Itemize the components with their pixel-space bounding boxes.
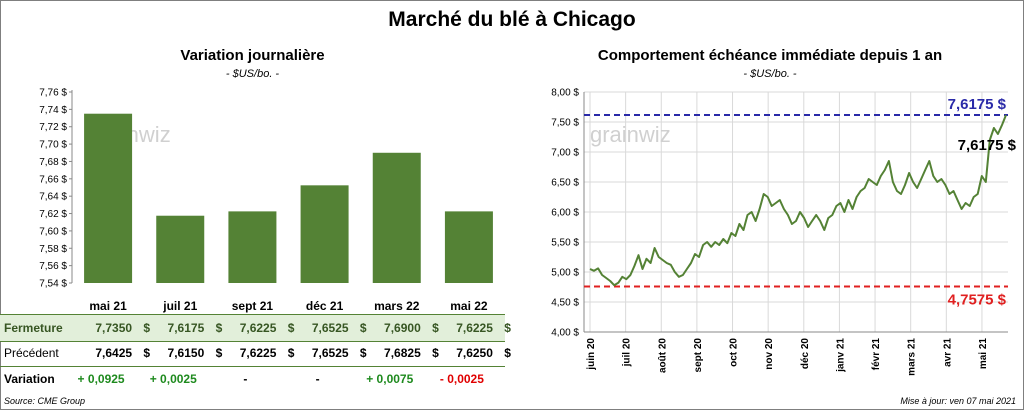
last-price-label: 7,6175 $: [958, 137, 1017, 154]
row-label: Fermeture: [4, 321, 63, 335]
line-y-tick-label: 6,50 $: [551, 178, 579, 189]
price-line: [589, 114, 1007, 287]
table-cell: + 0,0925: [77, 372, 125, 386]
line-x-tick-label: janv 21: [835, 338, 846, 373]
table-column-header: mai 21: [89, 299, 127, 313]
line-y-tick-label: 5,00 $: [551, 268, 579, 279]
table-cell: 7,6225 $: [456, 321, 511, 335]
table-cell: + 0,0025: [149, 372, 197, 386]
line-x-tick-label: nov 20: [764, 338, 775, 370]
line-x-tick-label: mars 21: [907, 338, 918, 376]
bar-y-tick-label: 7,68 $: [39, 157, 67, 168]
table-cell: 7,6250 $: [456, 346, 511, 360]
table-cell: 7,6150 $: [167, 346, 223, 360]
bar-y-tick-label: 7,66 $: [39, 174, 67, 185]
line-y-tick-label: 6,00 $: [551, 208, 579, 219]
line-y-tick-label: 7,00 $: [551, 148, 579, 159]
line-x-tick-label: févr 21: [871, 338, 882, 371]
bar-y-tick-label: 7,72 $: [39, 122, 67, 133]
table-cell: 7,6225 $: [239, 346, 295, 360]
bar-y-tick-label: 7,60 $: [39, 226, 67, 237]
line-x-tick-label: oct 20: [729, 338, 740, 367]
bar-y-tick-label: 7,56 $: [39, 261, 67, 272]
high-label: 7,6175 $: [948, 96, 1007, 113]
update-note: Mise à jour: ven 07 mai 2021: [900, 396, 1016, 406]
line-x-tick-label: avr 21: [942, 338, 953, 367]
table-cell: 7,6425 $: [95, 346, 151, 360]
bar-mai-21: [84, 113, 133, 283]
daily-variation-title: Variation journalière: [180, 47, 325, 64]
line-y-tick-label: 5,50 $: [551, 238, 579, 249]
bar-y-tick-label: 7,74 $: [39, 105, 67, 116]
table-cell: -: [315, 372, 320, 386]
bar-mars-22: [372, 152, 421, 283]
table-row: Précédent 7,6425 $ 7,6150 $ 7,6225 $ 7,6525 $ 7,6…: [0, 340, 511, 367]
table-cell: 7,6825 $: [384, 346, 439, 360]
one-year-unit: - $US/bo. -: [743, 68, 797, 80]
table-cell: 7,6175 $: [167, 321, 223, 335]
line-y-tick-label: 7,50 $: [551, 118, 579, 129]
table-cell: 7,6900 $: [384, 321, 439, 335]
table-cell: 7,6525 $: [311, 346, 367, 360]
bar-y-tick-label: 7,64 $: [39, 192, 67, 203]
table-cell: 7,6225 $: [239, 321, 295, 335]
table-row: Variation + 0,0925 + 0,0025 - - + 0,0075 - 0,0…: [0, 366, 505, 392]
bar-y-tick-label: 7,54 $: [39, 279, 67, 290]
bar-juil-21: [156, 215, 205, 283]
table-cell: 7,7350 $: [95, 321, 151, 335]
line-x-tick-label: juil 20: [622, 338, 633, 368]
bar-sept-21: [228, 211, 277, 283]
watermark-logo: grainwiz: [590, 122, 671, 147]
bar-y-tick-label: 7,62 $: [39, 209, 67, 220]
line-x-tick-label: juin 20: [586, 338, 597, 371]
table-cell: 7,6525 $: [311, 321, 367, 335]
line-y-tick-label: 4,50 $: [551, 298, 579, 309]
table-column-header: déc 21: [305, 299, 344, 313]
table-column-header: sept 21: [231, 299, 274, 313]
one-year-title: Comportement échéance immédiate depuis 1…: [597, 47, 943, 64]
bar-y-tick-label: 7,70 $: [39, 140, 67, 151]
table-column-header: juil 21: [163, 299, 198, 313]
table-column-header: mars 22: [374, 299, 420, 313]
line-x-tick-label: août 20: [657, 338, 668, 373]
line-y-tick-label: 4,00 $: [551, 328, 579, 339]
table-cell: + 0,0075: [366, 372, 414, 386]
low-label: 4,7575 $: [948, 292, 1007, 309]
table-column-header: mai 22: [450, 299, 488, 313]
daily-variation-unit: - $US/bo. -: [225, 68, 280, 80]
bar-mai-22: [444, 211, 493, 283]
bar-y-tick-label: 7,58 $: [39, 244, 67, 255]
line-x-tick-label: sept 20: [693, 338, 704, 373]
table-row: Fermeture 7,7350 $ 7,6175 $ 7,6225 $ 7,6525 $ 7,6…: [0, 314, 511, 342]
row-label: Précédent: [4, 346, 59, 360]
bar-y-tick-label: 7,76 $: [39, 88, 67, 99]
table-cell: -: [243, 372, 248, 386]
source-note: Source: CME Group: [4, 396, 86, 406]
line-x-tick-label: déc 20: [800, 338, 811, 370]
bar-déc-21: [300, 185, 349, 283]
line-x-tick-label: mai 21: [978, 338, 989, 370]
row-label: Variation: [4, 372, 55, 386]
line-y-tick-label: 8,00 $: [551, 88, 579, 99]
table-cell: - 0,0025: [439, 372, 484, 386]
main-title: Marché du blé à Chicago: [388, 8, 636, 31]
